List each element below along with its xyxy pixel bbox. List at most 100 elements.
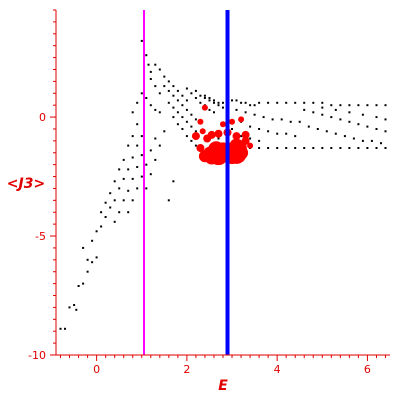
data-point	[122, 177, 125, 180]
data-point	[289, 120, 292, 123]
data-point	[194, 144, 197, 147]
data-point	[196, 144, 205, 152]
data-point	[172, 106, 175, 109]
data-point	[253, 113, 256, 116]
data-point	[207, 130, 216, 139]
data-point	[229, 118, 235, 125]
data-point	[343, 135, 346, 138]
data-point	[271, 118, 274, 121]
data-point	[213, 101, 215, 104]
data-point	[167, 199, 170, 202]
data-point	[334, 108, 337, 111]
data-point	[312, 111, 315, 114]
data-point	[100, 225, 103, 228]
data-point	[136, 123, 139, 126]
data-point	[181, 104, 184, 107]
data-point	[68, 306, 71, 309]
data-point	[294, 135, 297, 138]
data-point	[91, 261, 94, 264]
data-point	[140, 39, 143, 42]
data-point	[231, 99, 233, 102]
data-point	[339, 118, 342, 121]
data-point	[235, 108, 238, 111]
data-point	[303, 147, 306, 149]
data-point	[249, 137, 252, 140]
data-point	[154, 158, 157, 161]
data-point	[240, 135, 243, 138]
data-point	[366, 125, 369, 128]
data-point	[276, 101, 279, 104]
data-point	[140, 175, 143, 178]
data-point	[222, 101, 224, 104]
data-point	[303, 108, 306, 111]
data-point	[131, 177, 134, 180]
x-tick-label: 4	[274, 363, 281, 376]
data-point	[294, 147, 297, 149]
data-point	[267, 130, 270, 133]
data-point	[244, 111, 247, 114]
data-point	[158, 111, 161, 114]
data-point	[384, 130, 387, 133]
data-point	[127, 168, 130, 171]
data-point	[145, 163, 148, 166]
data-point	[249, 125, 252, 128]
data-point	[149, 70, 152, 73]
data-point	[214, 129, 223, 138]
data-point	[194, 89, 197, 92]
data-point	[167, 101, 170, 104]
data-point	[95, 256, 98, 259]
data-point	[217, 104, 220, 107]
data-point	[131, 111, 134, 114]
data-point	[167, 80, 170, 83]
y-tick-label: -5	[35, 230, 46, 243]
data-point	[95, 230, 98, 233]
data-point	[154, 108, 157, 111]
data-point	[172, 116, 175, 119]
plot-area	[59, 10, 387, 355]
data-point	[258, 147, 261, 149]
data-point	[241, 130, 250, 139]
data-point	[145, 97, 148, 99]
data-point	[185, 87, 188, 90]
x-tick-label: 0	[93, 363, 100, 376]
data-point	[208, 108, 211, 111]
data-point	[104, 201, 107, 204]
data-point	[113, 199, 116, 202]
y-axis-label: <J3>	[7, 176, 45, 192]
data-point	[384, 147, 387, 149]
data-point	[339, 147, 342, 149]
data-point	[154, 85, 157, 88]
data-point	[375, 116, 378, 119]
data-point	[258, 139, 261, 142]
data-point	[194, 118, 197, 121]
data-point	[280, 118, 283, 121]
data-point	[190, 139, 193, 142]
data-point	[75, 308, 78, 311]
data-point	[321, 113, 324, 116]
data-point	[154, 63, 157, 66]
data-point	[131, 135, 134, 138]
data-point	[64, 327, 66, 330]
data-point	[330, 116, 333, 119]
data-point	[217, 137, 220, 140]
data-point	[185, 108, 188, 111]
data-point	[285, 132, 288, 135]
data-point	[185, 120, 188, 123]
data-point	[145, 187, 148, 190]
data-point	[172, 85, 175, 88]
data-point	[185, 135, 188, 138]
data-point	[244, 101, 247, 104]
data-point	[267, 101, 270, 104]
data-point	[348, 147, 351, 149]
data-point	[203, 146, 216, 159]
data-point	[203, 94, 206, 97]
data-point	[163, 130, 166, 133]
data-point	[113, 220, 116, 223]
data-point	[249, 104, 252, 107]
data-point	[158, 92, 161, 95]
data-point	[208, 99, 211, 102]
data-point	[176, 99, 179, 102]
y-tick-label: -10	[28, 349, 46, 362]
data-point	[348, 104, 351, 107]
data-point	[238, 116, 245, 123]
